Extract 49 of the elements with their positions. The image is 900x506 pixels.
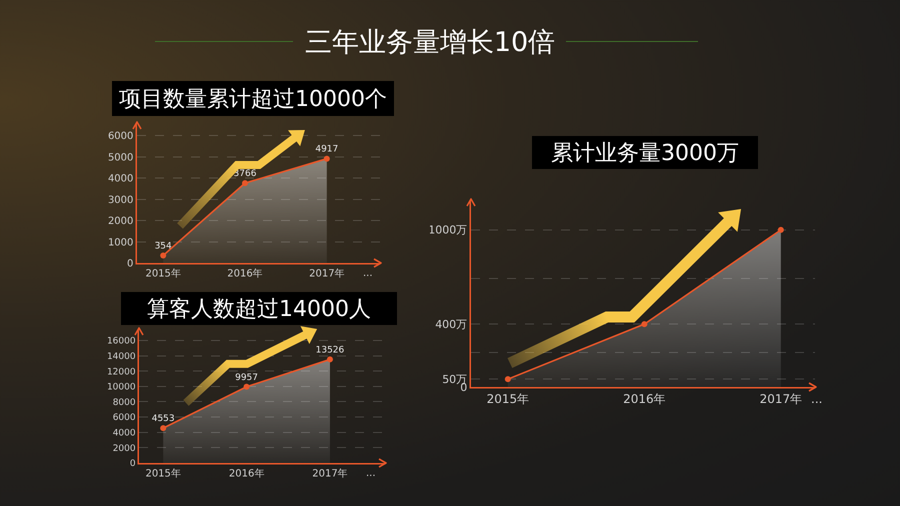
data-label: 3766 <box>234 169 257 180</box>
y-tick-label: 8000 <box>112 398 136 408</box>
y-tick-label: 3000 <box>108 194 134 206</box>
data-label: 354 <box>154 241 172 252</box>
point <box>160 252 166 258</box>
y-tick-label: 0 <box>127 258 134 270</box>
point <box>160 425 166 432</box>
x-tick-label: 2015年 <box>145 468 181 480</box>
point <box>242 180 248 186</box>
x-tick-label: 2017年 <box>312 468 348 480</box>
y-tick-label: 50万 <box>442 372 468 386</box>
y-tick-label: 12000 <box>106 367 136 378</box>
chart-title: 累计业务量3000万 <box>532 136 758 169</box>
y-tick-label: 6000 <box>108 131 134 142</box>
point <box>324 156 330 162</box>
point <box>641 321 648 328</box>
y-tick-label: 5000 <box>108 152 134 164</box>
point <box>778 226 784 233</box>
y-tick-label: 400万 <box>435 318 468 331</box>
y-tick-label: 4000 <box>112 428 136 439</box>
y-tick-label: 16000 <box>106 336 136 347</box>
y-tick-label: 4000 <box>108 174 134 185</box>
data-label: 13526 <box>316 345 345 356</box>
point <box>504 376 511 382</box>
x-tick-label: 2016年 <box>228 468 264 480</box>
text: 三年业务量增长10倍 <box>304 26 556 60</box>
y-tick-label: 14000 <box>106 352 136 362</box>
x-tick-label: 2017年 <box>309 268 345 280</box>
y-tick-label: 0 <box>130 459 136 470</box>
y-tick-label: 6000 <box>112 413 136 424</box>
data-label: 4553 <box>152 414 175 424</box>
text: ... <box>811 392 822 406</box>
chart-title: 项目数量累计超过10000个 <box>112 81 394 116</box>
x-tick-label: 2015年 <box>486 392 530 406</box>
x-tick-label: 2016年 <box>227 268 263 280</box>
chart-title: 算客人数超过14000人 <box>121 292 397 325</box>
point <box>244 384 250 390</box>
y-tick-label: 1000 <box>108 237 134 248</box>
y-tick-label: 2000 <box>108 216 134 228</box>
text: ... <box>366 468 376 479</box>
y-tick-label: 10000 <box>106 382 136 393</box>
x-tick-label: 2016年 <box>623 392 666 406</box>
point <box>326 356 333 362</box>
y-tick-label: 2000 <box>112 444 136 454</box>
text: ... <box>363 268 373 279</box>
x-tick-label: 2017年 <box>760 392 802 406</box>
data-label: 9957 <box>235 372 258 383</box>
data-label: 4917 <box>315 144 338 155</box>
x-tick-label: 2015年 <box>145 268 181 280</box>
